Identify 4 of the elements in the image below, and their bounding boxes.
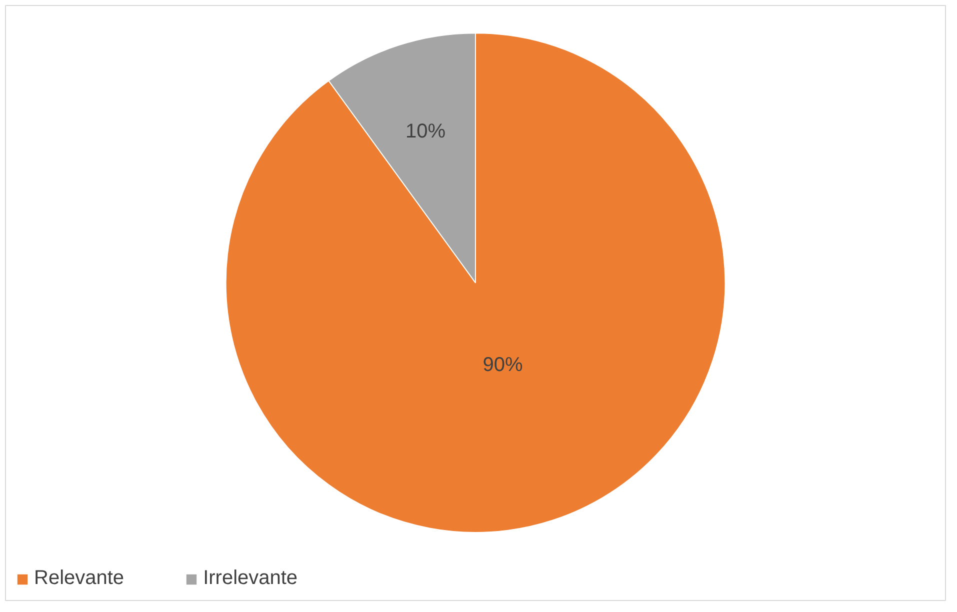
legend-label: Relevante [34, 567, 124, 590]
data-label: 90% [482, 354, 523, 376]
legend-label: Irrelevante [203, 567, 298, 590]
data-label: 10% [406, 120, 446, 143]
